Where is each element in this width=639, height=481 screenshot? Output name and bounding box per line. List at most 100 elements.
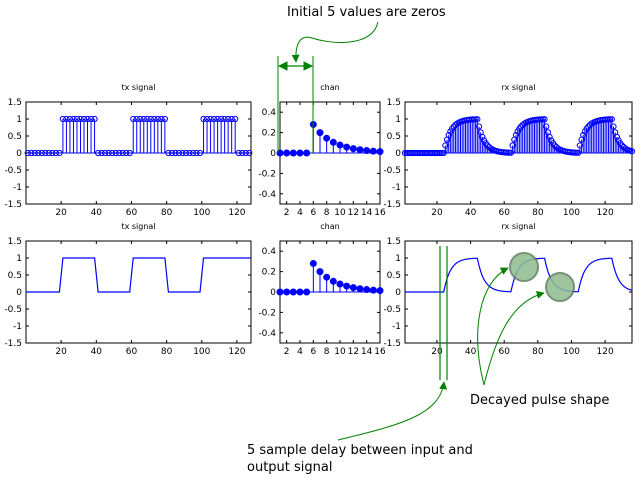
stem-marker xyxy=(73,115,81,123)
stem-marker xyxy=(137,115,144,123)
x-tick-label: 80 xyxy=(161,208,173,218)
chart-title: chan xyxy=(320,222,339,231)
stem-marker xyxy=(363,286,371,294)
stem-marker xyxy=(580,131,587,139)
x-tick-label: 80 xyxy=(532,347,544,357)
stem-marker xyxy=(442,142,449,149)
stem-marker xyxy=(172,149,179,157)
stem-marker xyxy=(613,133,620,141)
stem-marker xyxy=(303,288,311,296)
chart-title: rx signal xyxy=(501,222,535,231)
y-tick-label: 0 xyxy=(270,149,276,159)
chart-1: tx signal -1.5 -1 -0.5 0 0.5 1 1.5 20 40 60 80 100 12… xyxy=(4,83,253,218)
x-tick-label: 8 xyxy=(324,347,330,357)
stem-marker xyxy=(31,149,38,157)
x-tick-label: 60 xyxy=(126,208,138,218)
stem-marker xyxy=(24,149,31,157)
stem-marker xyxy=(235,149,242,157)
y-tick-label: 0.2 xyxy=(262,129,276,139)
x-tick-label: 6 xyxy=(310,208,316,218)
x-tick-label: 2 xyxy=(284,347,290,357)
stem-marker xyxy=(123,149,130,157)
stem-marker xyxy=(70,115,77,123)
x-tick-label: 120 xyxy=(228,208,245,218)
annotation-initial-zeros: Initial 5 values are zeros xyxy=(287,5,446,20)
y-tick-label: 0.2 xyxy=(262,268,276,278)
stem-marker xyxy=(221,115,228,123)
stem-marker xyxy=(336,141,344,149)
stem-marker xyxy=(116,149,123,157)
y-tick-label: 1 xyxy=(16,254,22,264)
stem-marker xyxy=(28,149,35,157)
x-tick-label: 14 xyxy=(361,208,373,218)
stem-marker xyxy=(182,149,190,157)
stem-marker xyxy=(84,115,91,123)
x-tick-label: 16 xyxy=(374,347,386,357)
x-tick-label: 12 xyxy=(348,208,359,218)
decay-arrow-1 xyxy=(477,267,509,386)
y-tick-label: 0 xyxy=(395,149,401,159)
stem-marker xyxy=(45,149,52,157)
series-line xyxy=(26,257,251,293)
chart-title: tx signal xyxy=(121,222,155,231)
x-tick-label: 100 xyxy=(193,347,210,357)
stem-marker xyxy=(119,149,126,157)
y-tick-label: -1.5 xyxy=(383,339,401,349)
stem-marker xyxy=(546,133,553,141)
stem-marker xyxy=(303,149,311,157)
y-tick-label: -1.5 xyxy=(383,200,401,210)
stem-marker xyxy=(91,115,98,123)
stem-marker xyxy=(186,149,193,157)
x-tick-label: 40 xyxy=(465,208,477,218)
x-tick-label: 6 xyxy=(310,347,316,357)
x-tick-label: 80 xyxy=(532,208,544,218)
stem-marker xyxy=(479,133,486,141)
stem-marker xyxy=(474,116,481,123)
stem-marker xyxy=(316,129,324,137)
stem-marker xyxy=(66,115,74,123)
stem-marker xyxy=(475,123,483,130)
stem-marker xyxy=(576,142,583,149)
stem-marker xyxy=(541,116,548,123)
y-tick-label: -0.2 xyxy=(258,169,276,179)
x-tick-label: 120 xyxy=(597,208,614,218)
stem-marker xyxy=(509,142,516,149)
stem-marker xyxy=(161,115,168,123)
chart-6: rx signal -1.5 -1 -0.5 0 0.5 1 1.5 20 40 60 80 100 12… xyxy=(383,222,633,357)
stem-marker xyxy=(56,149,63,157)
chart-2: chan -0.4 -0.2 0 0.2 0.4 2 4 6 8 10 12 14 16 xyxy=(258,83,386,218)
stem-marker xyxy=(376,287,384,295)
x-tick-label: 8 xyxy=(324,208,330,218)
x-tick-label: 100 xyxy=(193,208,210,218)
stem-marker xyxy=(628,148,636,155)
stem-marker xyxy=(102,149,109,157)
stem-marker xyxy=(440,149,447,157)
x-tick-label: 12 xyxy=(348,347,359,357)
y-tick-label: -0.4 xyxy=(258,190,276,200)
x-tick-label: 4 xyxy=(297,208,303,218)
stem-marker xyxy=(42,149,49,157)
y-tick-label: -1 xyxy=(13,183,22,193)
x-tick-label: 20 xyxy=(431,208,443,218)
y-tick-label: 1 xyxy=(395,254,401,264)
x-tick-label: 120 xyxy=(228,347,245,357)
x-tick-label: 20 xyxy=(431,347,443,357)
y-tick-label: -0.5 xyxy=(383,166,401,176)
x-tick-label: 60 xyxy=(126,347,138,357)
stem-marker xyxy=(203,115,211,123)
y-tick-label: 1 xyxy=(16,115,22,125)
y-tick-label: 0 xyxy=(16,149,22,159)
stem-marker xyxy=(276,288,284,296)
stem-marker xyxy=(512,131,520,139)
y-tick-label: 0 xyxy=(270,288,276,298)
stem-marker xyxy=(316,268,324,276)
stem-marker xyxy=(175,149,183,157)
x-tick-label: 40 xyxy=(91,208,103,218)
stem-marker xyxy=(323,273,331,281)
y-tick-label: 1 xyxy=(395,115,401,125)
y-tick-label: -0.5 xyxy=(383,305,401,315)
y-tick-label: -1 xyxy=(13,322,22,332)
stem-marker xyxy=(283,149,291,157)
stem-marker xyxy=(343,143,351,151)
